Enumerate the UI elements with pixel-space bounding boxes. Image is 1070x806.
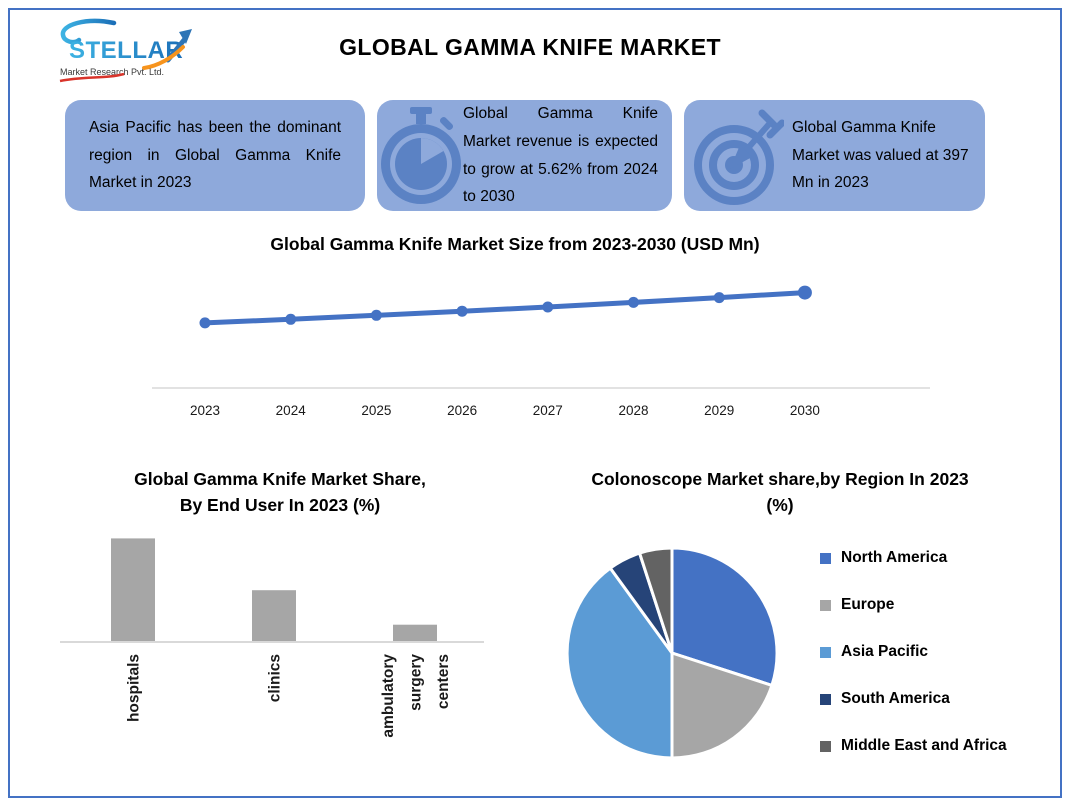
callout-market-value: Global Gamma Knife Market was valued at …	[684, 100, 985, 211]
legend-item: Asia Pacific	[820, 642, 1007, 662]
pie-slice-North-America	[670, 546, 779, 687]
legend-label: Asia Pacific	[841, 643, 929, 660]
line-data-point-2023	[199, 317, 211, 329]
bar-chart-title: Global Gamma Knife Market Share, By End …	[134, 469, 426, 516]
legend-label: Europe	[841, 596, 895, 613]
line-data-point-2027	[542, 301, 554, 313]
logo-red-swoosh	[59, 72, 125, 83]
x-tick-label: 2028	[618, 403, 648, 418]
legend-item: Middle East and Africa	[820, 736, 1007, 756]
legend-swatch	[820, 740, 831, 752]
target-icon	[694, 109, 784, 205]
legend-label: North America	[841, 549, 948, 566]
line-data-point-2029	[713, 292, 725, 304]
legend-swatch	[820, 693, 831, 705]
stopwatch-icon	[381, 106, 461, 204]
market-size-line-chart: 2023 2024 2025 2026 2027 2028 2029 2030	[152, 285, 930, 418]
pie-chart-title: Colonoscope Market share,by Region In 20…	[591, 469, 969, 516]
x-tick-label: 2023	[190, 403, 220, 418]
bar-category-label: surgery	[408, 654, 425, 711]
end-user-bar-chart: hospitals clinics ambulatory surgery centers	[60, 538, 484, 738]
line-data-point-2026	[456, 305, 468, 317]
x-tick-label: 2029	[704, 403, 734, 418]
bar-category-label: clinics	[267, 654, 284, 702]
line-chart-title: Global Gamma Knife Market Size from 2023…	[270, 234, 760, 254]
pie-slice-Asia-Pacific	[565, 566, 674, 760]
x-tick-label: 2025	[361, 403, 391, 418]
line-data-point-2030	[797, 285, 812, 300]
bar-ambulatory-surgery-centers	[393, 624, 437, 642]
bar-clinics	[252, 590, 296, 642]
x-tick-label: 2030	[790, 403, 820, 418]
stellar-logo: STELLAR Market Research Pvt. Ltd.	[59, 18, 192, 83]
pie-slice-Europe	[670, 651, 774, 760]
pie-slice-Middle-East-and-Africa	[638, 546, 674, 655]
bar-category-label: ambulatory	[380, 654, 397, 738]
logo-swoosh	[60, 18, 117, 45]
line-data-point-2024	[285, 313, 297, 325]
line-data-point-2028	[628, 296, 639, 308]
legend-swatch	[820, 646, 831, 658]
legend-item: Europe	[820, 595, 1007, 615]
logo-tagline: Market Research Pvt. Ltd.	[60, 67, 164, 77]
legend-item: North America	[820, 548, 1007, 568]
legend-swatch	[820, 552, 831, 564]
page-title: GLOBAL GAMMA KNIFE MARKET	[339, 34, 721, 60]
bar-category-label: centers	[435, 654, 452, 709]
line-data-point-2025	[370, 309, 382, 321]
callout-growth-rate: Global Gamma Knife Market revenue is exp…	[377, 100, 672, 211]
region-pie-chart	[565, 546, 779, 760]
callout-text: Global Gamma Knife Market was valued at …	[792, 119, 969, 192]
callout-text: Asia Pacific has been the dominant regio…	[89, 119, 341, 192]
callout-text: Global Gamma Knife Market revenue is exp…	[463, 105, 658, 206]
legend-item: South America	[820, 689, 1007, 709]
legend-label: Middle East and Africa	[841, 737, 1007, 754]
legend-label: South America	[841, 690, 950, 707]
legend-swatch	[820, 599, 831, 611]
x-tick-label: 2026	[447, 403, 477, 418]
x-tick-label: 2024	[276, 403, 307, 418]
bar-category-label: hospitals	[126, 654, 143, 722]
callout-dominant-region: Asia Pacific has been the dominant regio…	[65, 100, 365, 211]
logo-orange-swoosh	[142, 45, 185, 70]
logo-arrow-head	[179, 29, 192, 44]
line-series	[202, 290, 808, 326]
x-tick-label: 2027	[533, 403, 563, 418]
pie-legend: North America Europe Asia Pacific South …	[820, 548, 1007, 783]
bar-hospitals	[111, 538, 155, 642]
